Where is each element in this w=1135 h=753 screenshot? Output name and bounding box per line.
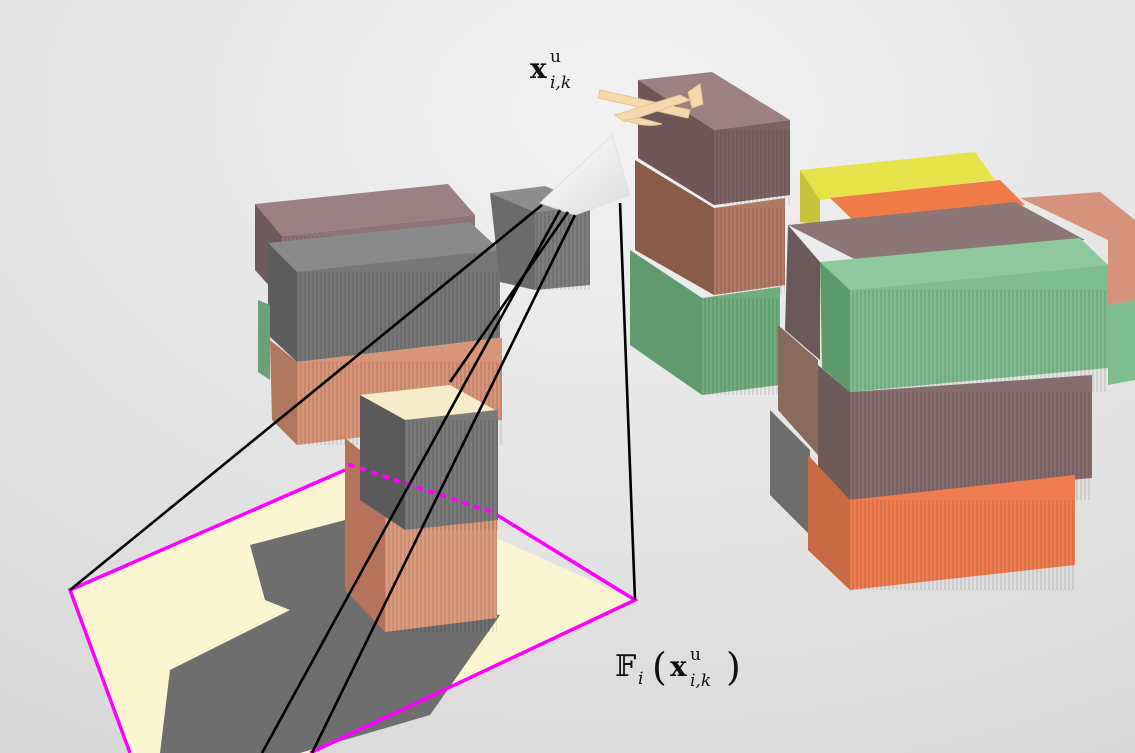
label-uav-position-sup: u [550,47,561,67]
label-footprint-arg-sup: u [690,645,701,665]
container-stack-middle [630,72,790,395]
footprint-border-hidden [348,463,494,514]
container-stack-foreground [345,385,498,632]
container-shadow [160,520,500,753]
label-uav-position: x u i,k [530,47,571,93]
camera-cone [539,134,631,216]
uav-icon [597,83,704,126]
label-footprint-arg-main: x [670,650,687,683]
container-stack-right [770,152,1135,590]
label-uav-position-main: x [530,52,547,85]
frustum-lines [69,202,637,753]
label-uav-position-sub: i,k [550,73,571,93]
label-footprint: 𝔽 i ( x u i,k ) [615,645,741,691]
label-footprint-rparen: ) [726,645,741,689]
label-footprint-arg-sub: i,k [690,671,711,691]
label-footprint-operator-sub: i [638,669,643,689]
label-footprint-lparen: ( [652,645,667,689]
label-footprint-operator: 𝔽 [615,649,636,684]
